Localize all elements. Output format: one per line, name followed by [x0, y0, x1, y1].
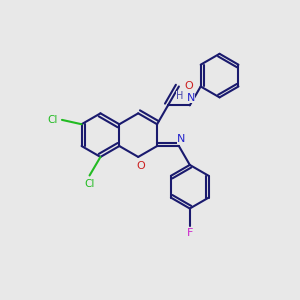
Text: H: H	[176, 92, 184, 101]
Text: O: O	[184, 82, 193, 92]
Text: F: F	[187, 228, 193, 238]
Text: Cl: Cl	[84, 179, 95, 189]
Text: N: N	[187, 93, 195, 103]
Text: Cl: Cl	[47, 115, 57, 125]
Text: N: N	[177, 134, 185, 144]
Text: O: O	[137, 161, 146, 171]
